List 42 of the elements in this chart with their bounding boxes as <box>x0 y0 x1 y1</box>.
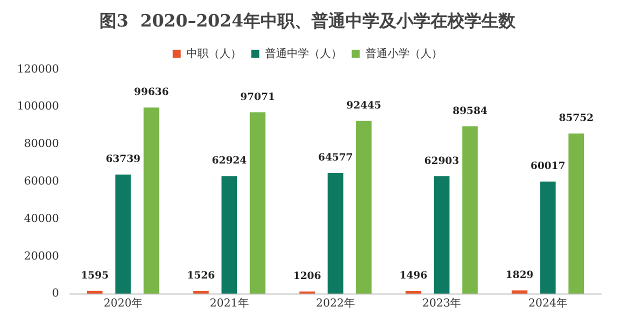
bar <box>193 290 209 294</box>
data-label: 89584 <box>452 106 488 117</box>
data-label: 97071 <box>240 92 276 103</box>
legend-label: 普通小学（人） <box>365 46 442 60</box>
y-tick-label: 80000 <box>24 137 59 150</box>
data-label: 62924 <box>212 156 247 167</box>
x-tick-label: 2024年 <box>528 296 568 310</box>
bar <box>328 173 344 294</box>
bar <box>144 107 160 294</box>
y-tick-label: 40000 <box>24 212 59 225</box>
data-label: 1206 <box>293 271 322 282</box>
data-label: 1829 <box>506 270 534 281</box>
y-tick-label: 20000 <box>24 249 59 262</box>
data-label: 85752 <box>558 113 594 124</box>
data-label: 92445 <box>346 100 382 112</box>
bar <box>434 176 450 294</box>
y-tick-label: 0 <box>52 286 59 300</box>
bar <box>222 176 238 294</box>
x-tick-label: 2020年 <box>104 296 143 310</box>
data-label: 1595 <box>80 270 109 282</box>
legend-label: 中职（人） <box>186 46 242 60</box>
x-tick-label: 2022年 <box>316 296 355 310</box>
x-tick-label: 2023年 <box>422 296 462 310</box>
bar <box>250 112 266 294</box>
x-tick-label: 2021年 <box>210 296 249 310</box>
bar <box>462 126 478 294</box>
bar <box>568 133 584 294</box>
data-label: 64577 <box>318 152 353 164</box>
legend-label: 普通中学（人） <box>264 46 342 60</box>
y-tick-label: 60000 <box>24 174 59 188</box>
bar <box>115 174 131 294</box>
data-label: 63739 <box>106 154 141 166</box>
y-tick-label: 120000 <box>16 62 59 76</box>
bar <box>540 182 556 294</box>
bar <box>356 120 372 294</box>
data-label: 99636 <box>134 87 169 98</box>
y-tick-label: 100000 <box>16 100 59 113</box>
chart-title: 图3 2020–2024年中职、普通中学及小学在校学生数 <box>100 10 516 32</box>
data-label: 62903 <box>424 156 460 167</box>
data-label: 60017 <box>530 161 566 172</box>
data-label: 1526 <box>187 270 215 282</box>
data-label: 1496 <box>399 270 428 282</box>
